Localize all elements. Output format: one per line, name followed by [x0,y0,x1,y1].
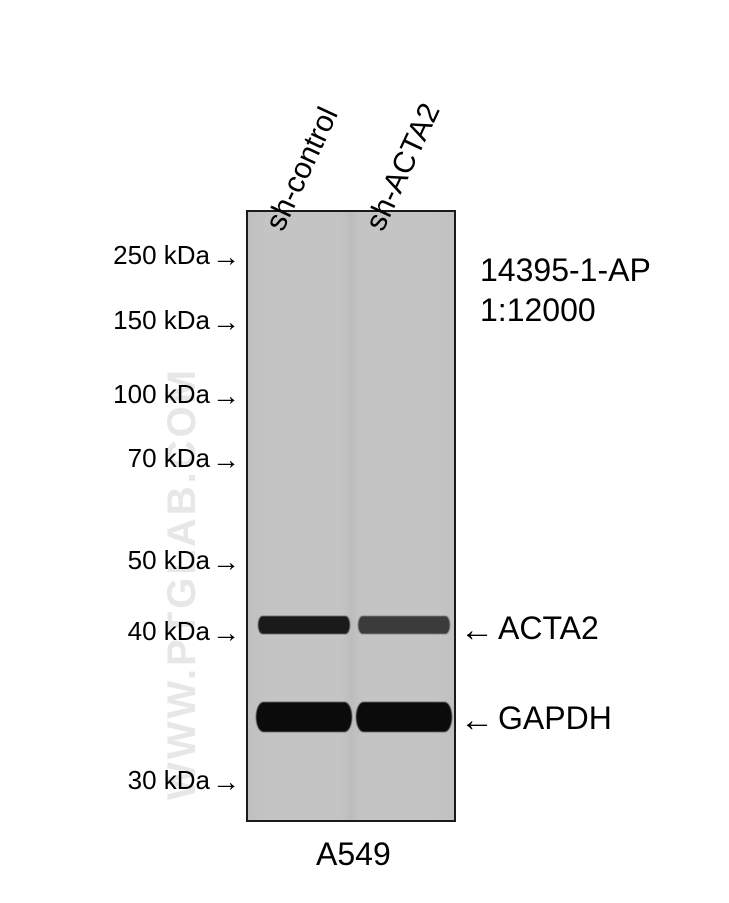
arrow-left-icon: ← [460,611,498,650]
antibody-catalog: 14395-1-AP [480,250,651,290]
mw-marker-100: 100 kDa→ [113,381,240,410]
arrow-right-icon: → [210,308,240,336]
band-label-text: ACTA2 [498,610,599,646]
antibody-dilution: 1:12000 [480,290,651,330]
arrow-right-icon: → [210,768,240,796]
mw-marker-text: 250 kDa [113,240,210,270]
mw-marker-text: 30 kDa [128,765,210,795]
watermark-text: WWW.PTGLAB.COM [160,367,205,800]
band-acta2-lane0 [258,616,350,634]
arrow-right-icon: → [210,619,240,647]
mw-marker-text: 50 kDa [128,545,210,575]
antibody-info: 14395-1-AP 1:12000 [480,250,651,330]
mw-marker-50: 50 kDa→ [128,547,240,576]
arrow-right-icon: → [210,446,240,474]
band-label-gapdh: ←GAPDH [460,700,612,740]
arrow-right-icon: → [210,382,240,410]
mw-marker-30: 30 kDa→ [128,767,240,796]
band-gapdh-lane1 [356,702,452,732]
mw-marker-text: 100 kDa [113,379,210,409]
mw-marker-250: 250 kDa→ [113,242,240,271]
band-gapdh-lane0 [256,702,352,732]
band-acta2-lane1 [358,616,450,634]
mw-marker-text: 40 kDa [128,616,210,646]
band-label-acta2: ←ACTA2 [460,610,599,650]
arrow-left-icon: ← [460,701,498,740]
mw-marker-40: 40 kDa→ [128,618,240,647]
arrow-right-icon: → [210,548,240,576]
mw-marker-text: 150 kDa [113,305,210,335]
mw-marker-70: 70 kDa→ [128,445,240,474]
arrow-right-icon: → [210,243,240,271]
mw-marker-text: 70 kDa [128,443,210,473]
mw-marker-150: 150 kDa→ [113,307,240,336]
band-label-text: GAPDH [498,700,612,736]
sample-label: A549 [316,836,391,873]
western-blot-figure: WWW.PTGLAB.COM 250 kDa→150 kDa→100 kDa→7… [0,0,729,903]
